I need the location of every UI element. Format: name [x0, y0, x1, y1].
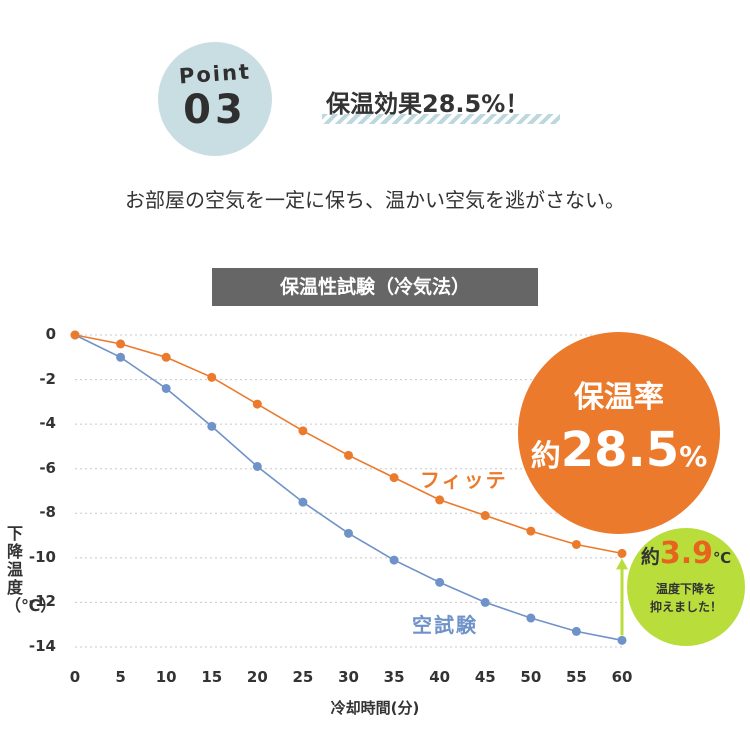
x-tick-label: 50	[520, 668, 542, 686]
data-point	[298, 426, 308, 436]
x-tick-label: 0	[69, 668, 81, 686]
y-tick-label: -2	[39, 369, 56, 388]
point-badge-number: 03	[183, 87, 247, 133]
x-tick-label: 30	[338, 668, 359, 686]
data-point	[252, 461, 262, 471]
data-point	[480, 597, 490, 607]
y-axis-label: 下降温度（℃）	[5, 524, 57, 615]
y-tick-label: -4	[39, 414, 56, 433]
data-point	[344, 528, 353, 538]
headline: 保温効果28.5%！	[326, 90, 530, 118]
data-point	[252, 399, 262, 409]
x-tick-label: 20	[246, 668, 268, 686]
temperature-diff-text-1: 温度下降を	[655, 582, 716, 596]
data-point	[526, 526, 536, 536]
data-point	[298, 497, 308, 507]
y-tick-label: -6	[39, 458, 56, 477]
data-point	[526, 613, 536, 623]
data-point	[161, 352, 171, 362]
x-tick-label: 55	[565, 668, 587, 686]
headline-block: 保温効果28.5%！	[322, 82, 560, 124]
headline-stripe	[322, 114, 560, 124]
chart-title: 保温性試験（冷気法）	[212, 268, 538, 306]
data-point	[435, 495, 445, 505]
data-point	[571, 626, 581, 636]
data-point	[617, 635, 627, 645]
y-tick-label: -12	[28, 592, 56, 611]
retention-rate-unit: %	[679, 440, 708, 473]
data-point	[617, 548, 627, 558]
temperature-diff-text-2: 抑えました！	[649, 600, 722, 614]
data-point	[70, 330, 80, 340]
y-tick-label: -10	[28, 547, 56, 566]
x-tick-label: 45	[474, 668, 496, 686]
data-point	[480, 511, 490, 521]
temperature-diff-prefix: 約	[640, 546, 660, 568]
x-tick-label: 25	[292, 668, 314, 686]
temperature-diff-callout: 約3.9℃ 温度下降を 抑えました！	[627, 528, 745, 646]
x-tick-label: 60	[611, 668, 633, 686]
y-tick-label: -14	[28, 637, 56, 655]
data-point	[389, 555, 399, 565]
x-tick-label: 40	[429, 668, 451, 686]
temperature-diff-value-line: 約3.9℃	[627, 536, 745, 571]
x-axis-label: 冷却時間(分)	[330, 699, 420, 717]
retention-rate-callout: 保温率 約28.5%	[518, 332, 720, 534]
series-label-fitte: フィッテ	[420, 468, 508, 492]
difference-arrow-head	[616, 558, 628, 570]
x-tick-label: 10	[155, 668, 177, 686]
retention-rate-prefix: 約	[530, 439, 561, 474]
y-tick-label: 0	[45, 325, 56, 343]
series-label-empty: 空試験	[412, 613, 478, 637]
x-tick-label: 15	[201, 668, 223, 686]
retention-rate-title: 保温率	[574, 380, 664, 415]
temperature-diff-unit: ℃	[713, 549, 732, 567]
data-point	[389, 473, 399, 483]
data-point	[207, 372, 217, 382]
data-point	[571, 539, 581, 549]
data-point	[435, 577, 445, 587]
data-point	[207, 421, 217, 431]
retention-rate-value: 28.5	[560, 422, 680, 478]
data-point	[116, 339, 126, 349]
data-point	[116, 352, 126, 362]
data-point	[161, 383, 171, 393]
retention-rate-value-line: 約28.5%	[518, 422, 720, 478]
point-badge: Point 03	[158, 42, 272, 156]
x-tick-label: 5	[115, 668, 126, 686]
data-point	[344, 450, 353, 460]
subtitle: お部屋の空気を一定に保ち、温かい空気を逃がさない。	[125, 188, 625, 212]
temperature-diff-value: 3.9	[659, 536, 713, 571]
y-tick-label: -8	[39, 503, 56, 522]
x-tick-label: 35	[383, 668, 405, 686]
